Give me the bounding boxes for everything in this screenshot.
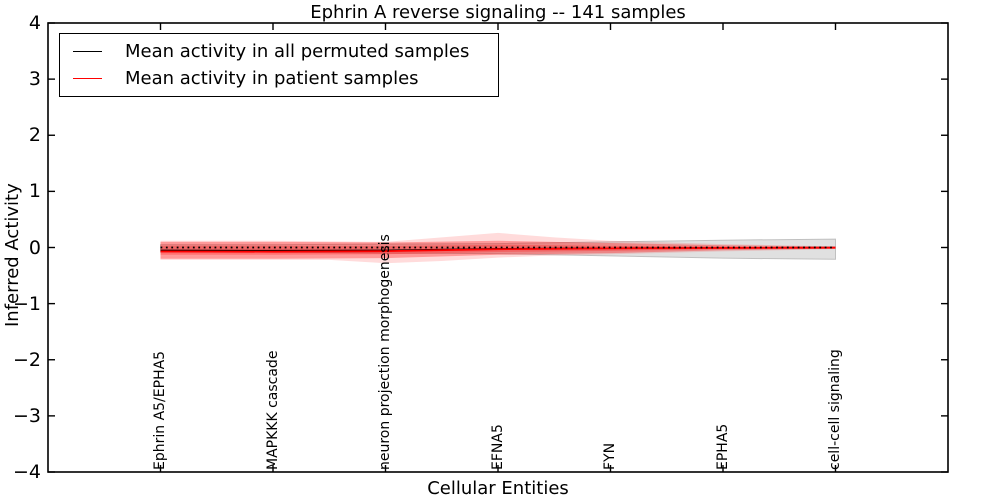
y-tick-label: 0 bbox=[28, 236, 41, 259]
x-tick-label: neuron projection morphogenesis bbox=[377, 234, 393, 470]
legend-line-black bbox=[73, 50, 102, 52]
x-tick-label: FYN bbox=[602, 442, 618, 470]
legend: Mean activity in all permuted samples Me… bbox=[59, 33, 499, 97]
x-tick-label: cell-cell signaling bbox=[827, 349, 843, 470]
y-tick-label: −3 bbox=[12, 404, 41, 427]
y-tick-label: −2 bbox=[12, 348, 41, 371]
legend-label: Mean activity in patient samples bbox=[125, 68, 419, 90]
x-tick-label: EFNA5 bbox=[489, 424, 506, 470]
y-tick-label: 3 bbox=[28, 68, 41, 91]
y-tick-label: −1 bbox=[12, 292, 41, 315]
legend-label: Mean activity in all permuted samples bbox=[125, 40, 470, 62]
legend-entry-permuted: Mean activity in all permuted samples bbox=[73, 41, 498, 62]
chart-title: Ephrin A reverse signaling -- 141 sample… bbox=[310, 2, 686, 23]
x-tick-label: MAPKKK cascade bbox=[264, 350, 281, 470]
y-tick-label: 4 bbox=[28, 12, 41, 34]
x-tick-label: Ephrin A5/EPHA5 bbox=[152, 350, 168, 470]
y-tick-label: −4 bbox=[12, 461, 41, 483]
x-tick-label: EPHA5 bbox=[714, 423, 731, 470]
x-axis-label: Cellular Entities bbox=[427, 478, 569, 499]
legend-entry-patient: Mean activity in patient samples bbox=[73, 68, 498, 89]
y-tick-label: 1 bbox=[28, 180, 41, 203]
legend-line-red bbox=[73, 78, 102, 80]
y-tick-label: 2 bbox=[28, 124, 41, 147]
